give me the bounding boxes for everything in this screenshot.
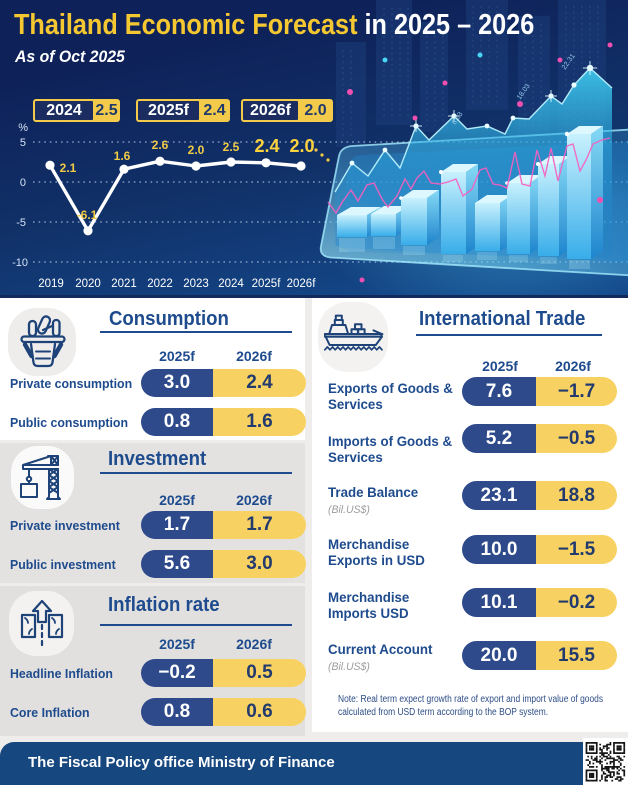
svg-text:0: 0 — [20, 177, 26, 189]
svg-text:2.0: 2.0 — [289, 136, 314, 156]
svg-text:2025f: 2025f — [252, 278, 282, 290]
svg-text:2021: 2021 — [111, 278, 137, 290]
svg-text:-5: -5 — [16, 217, 26, 229]
svg-text:2.1: 2.1 — [60, 161, 77, 175]
svg-text:2.4: 2.4 — [254, 136, 279, 156]
svg-text:%: % — [18, 122, 28, 134]
svg-text:2020: 2020 — [75, 278, 101, 290]
svg-text:2022: 2022 — [147, 278, 173, 290]
svg-text:5: 5 — [20, 137, 26, 149]
svg-text:-6.1: -6.1 — [77, 208, 98, 222]
svg-text:2023: 2023 — [183, 278, 209, 290]
svg-text:2026f: 2026f — [287, 278, 317, 290]
svg-text:2019: 2019 — [38, 278, 64, 290]
svg-text:2024: 2024 — [218, 278, 244, 290]
svg-text:1.6: 1.6 — [114, 149, 131, 163]
svg-text:-10: -10 — [12, 257, 28, 269]
svg-text:2.0: 2.0 — [188, 143, 205, 157]
svg-text:2.5: 2.5 — [223, 140, 240, 154]
svg-text:2.6: 2.6 — [152, 138, 169, 152]
